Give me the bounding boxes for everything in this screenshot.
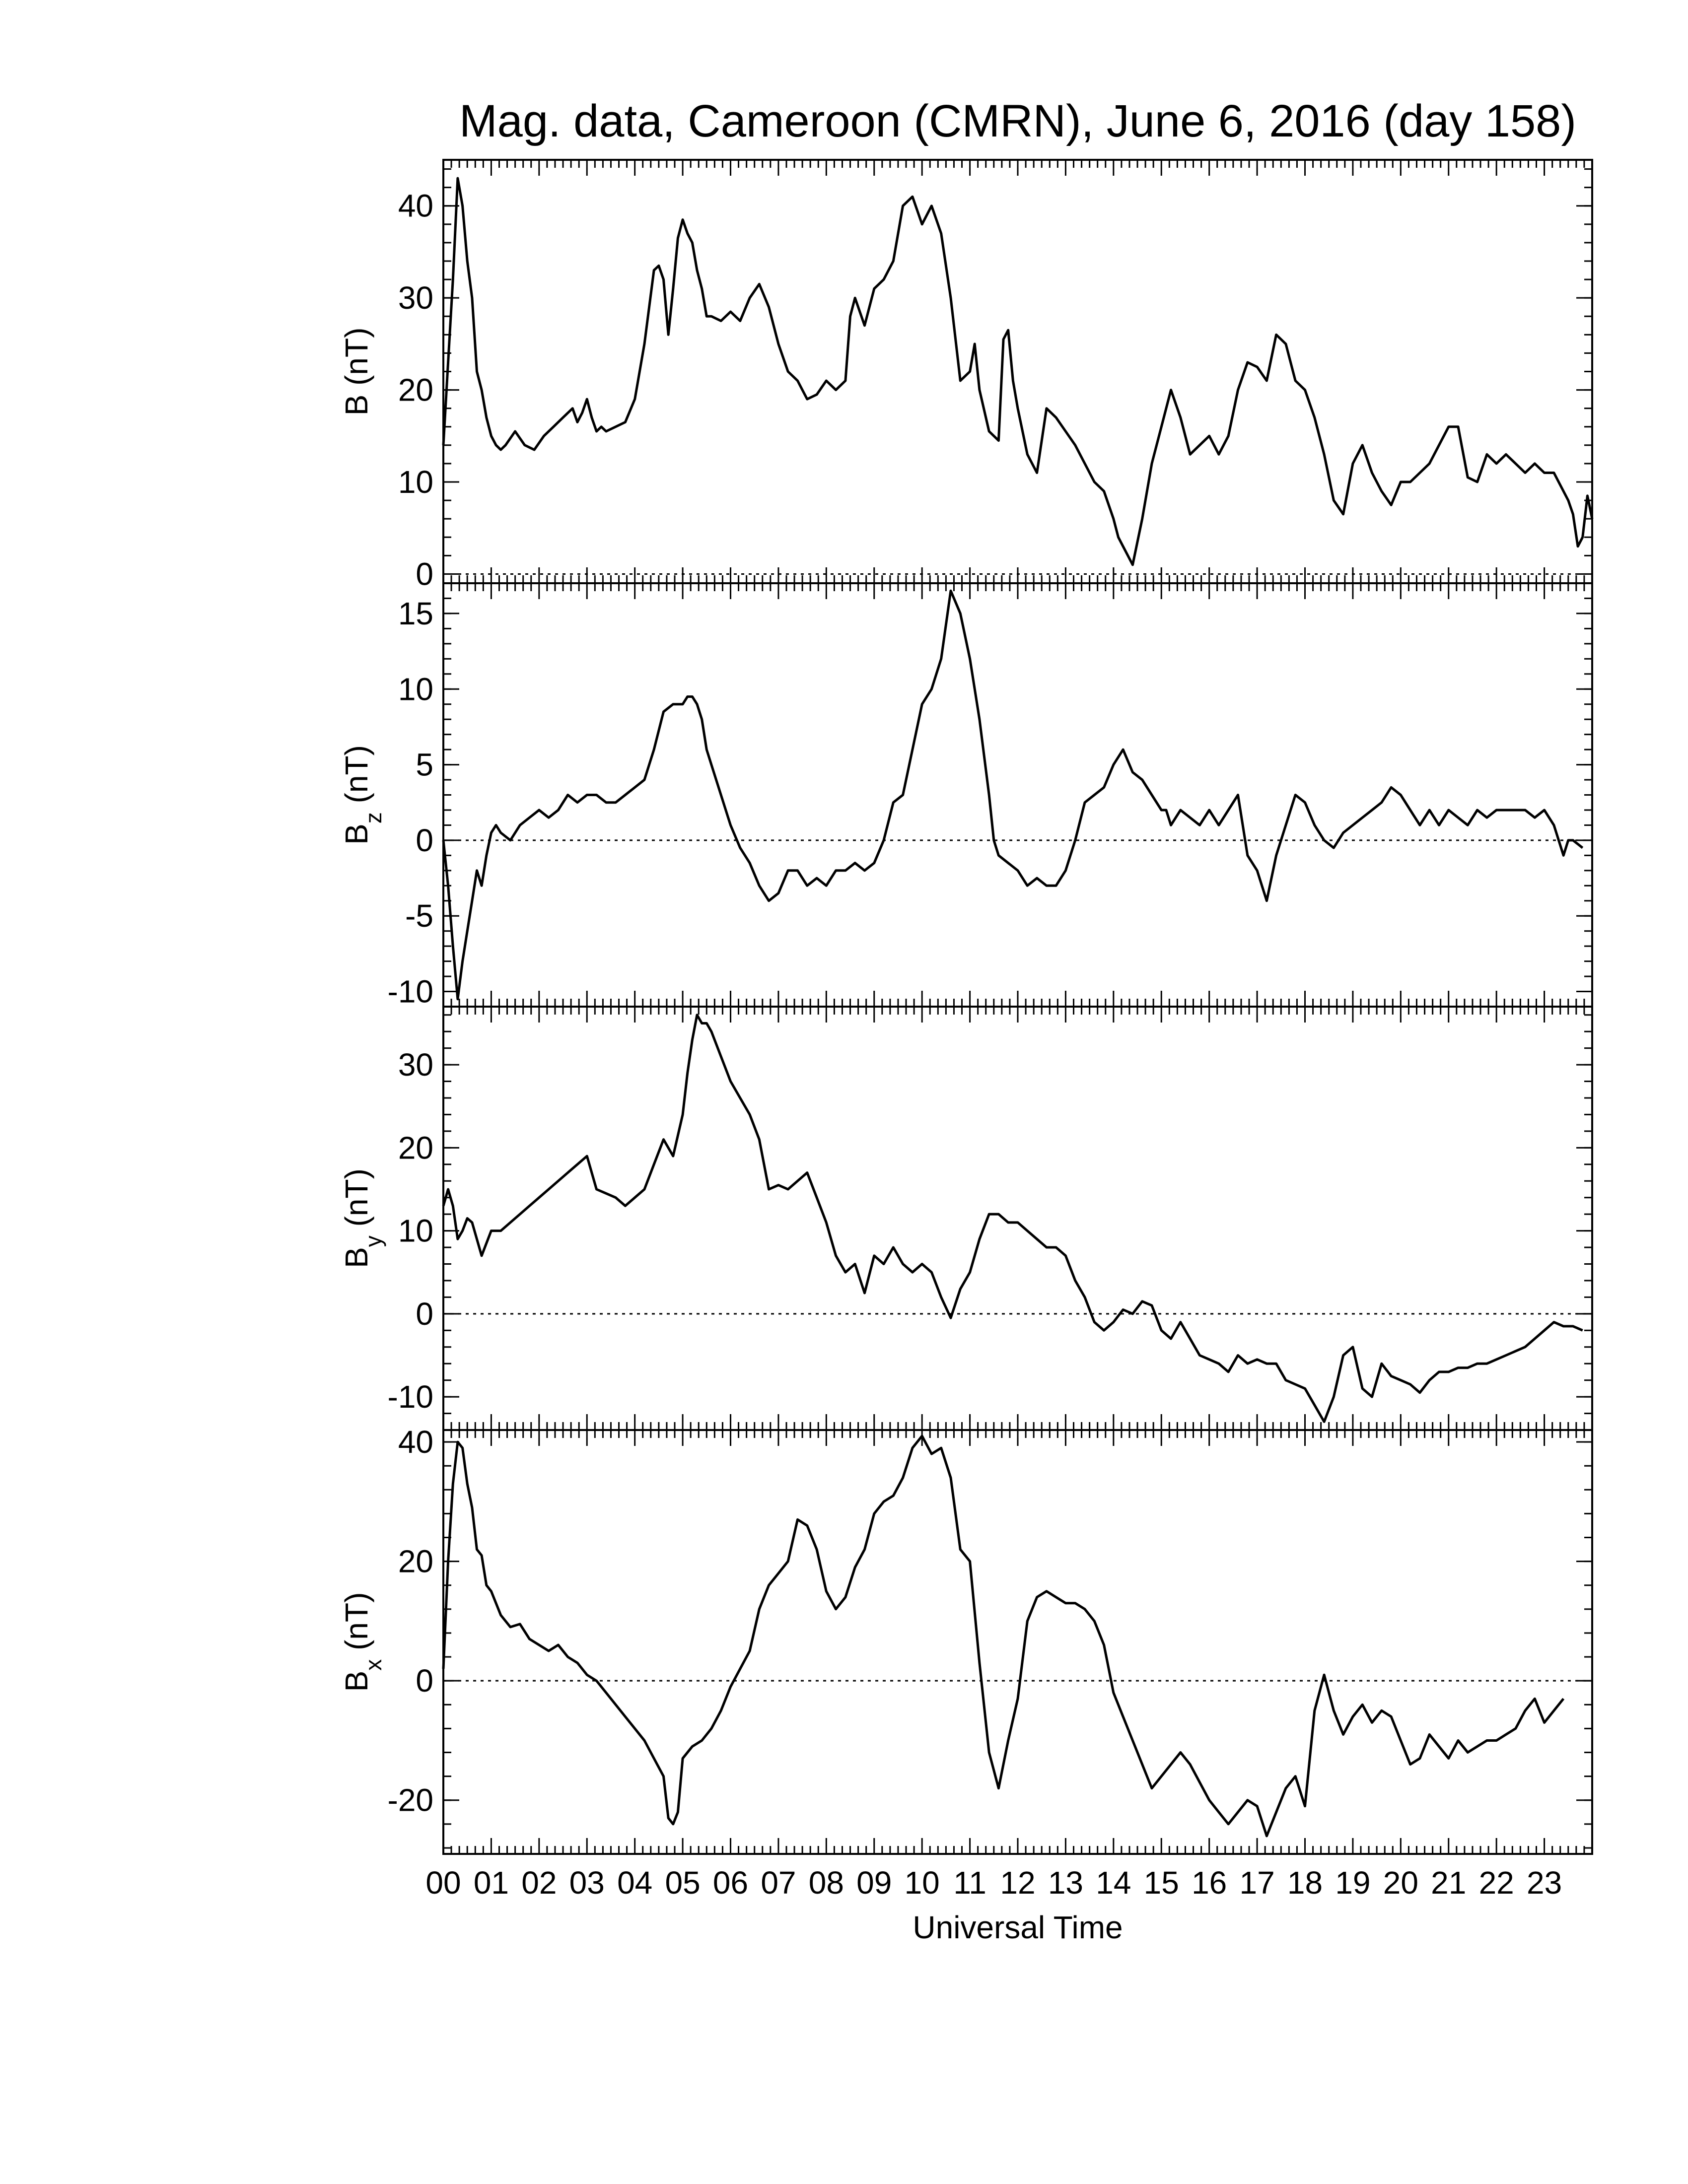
panels-group: 0 10 20 30 40 B (nT) -10 -5 0 5 10 15 Bz (nT) -10 0 10 2… <box>339 159 1594 1855</box>
y-tick-label-B: 20 <box>398 372 433 408</box>
y-tick-label-Bx: -20 <box>388 1782 434 1818</box>
y-tick-label-Bz: 0 <box>416 822 433 858</box>
x-tick-label: 20 <box>1383 1865 1418 1901</box>
y-tick-label-Bz: 5 <box>416 747 433 783</box>
y-tick-label-Bz: 10 <box>398 671 433 707</box>
y-axis-label-By: By (nT) <box>339 1168 386 1268</box>
plot-frame-Bx <box>442 1429 1593 1855</box>
y-axis-label-subscript: z <box>360 812 386 823</box>
x-tick-label: 09 <box>856 1865 892 1901</box>
y-axis-label-symbol: B <box>339 823 374 845</box>
x-axis: 00 01 02 03 04 05 06 07 08 09 10 11 12 13 14 15 16 17 18 19… <box>425 1865 1562 1901</box>
x-tick-label: 01 <box>474 1865 509 1901</box>
x-tick-label: 06 <box>713 1865 748 1901</box>
panel-By: -10 0 10 20 30 By (nT) <box>339 1006 1593 1431</box>
x-tick-label: 10 <box>905 1865 940 1901</box>
x-tick-label: 23 <box>1527 1865 1562 1901</box>
panel-Bx: -20 0 20 40 Bx (nT) <box>339 1424 1593 1855</box>
plot-frame-By <box>442 1006 1593 1431</box>
x-tick-label: 05 <box>665 1865 700 1901</box>
series-line-B <box>442 177 1594 566</box>
x-tick-label: 02 <box>521 1865 557 1901</box>
x-tick-label: 19 <box>1335 1865 1370 1901</box>
y-tick-label-Bx: 20 <box>398 1544 433 1579</box>
y-axis-label-subscript: x <box>360 1659 386 1671</box>
x-tick-label: 04 <box>617 1865 652 1901</box>
y-tick-label-By: 20 <box>398 1130 433 1165</box>
series-line-Bx <box>442 1434 1565 1838</box>
y-tick-label-Bz: -5 <box>405 898 433 934</box>
y-axis-label-symbol: B <box>339 1247 374 1268</box>
y-axis-label-B: B (nT) <box>339 328 374 416</box>
plot-frame-Bz <box>442 582 1593 1008</box>
y-tick-label-By: -10 <box>388 1379 434 1415</box>
x-tick-label: 07 <box>761 1865 796 1901</box>
y-tick-label-B: 30 <box>398 280 433 316</box>
y-tick-label-By: 30 <box>398 1047 433 1083</box>
x-tick-label: 03 <box>569 1865 605 1901</box>
x-tick-label: 17 <box>1239 1865 1274 1901</box>
y-axis-label-Bz: Bz (nT) <box>339 745 386 845</box>
series-line-By <box>442 1014 1583 1423</box>
series-line-Bz <box>442 589 1584 1001</box>
x-tick-label: 12 <box>1000 1865 1035 1901</box>
y-tick-label-Bz: 15 <box>398 596 433 631</box>
y-tick-label-B: 10 <box>398 464 433 500</box>
x-tick-label: 21 <box>1431 1865 1466 1901</box>
y-tick-label-Bx: 0 <box>416 1663 433 1699</box>
x-tick-label: 16 <box>1192 1865 1227 1901</box>
y-axis-label-unit: (nT) <box>339 1168 374 1235</box>
y-axis-label-unit: (nT) <box>339 1592 374 1659</box>
y-axis-label-Bx: Bx (nT) <box>339 1592 386 1692</box>
y-tick-label-Bz: -10 <box>388 974 434 1010</box>
x-axis-label: Universal Time <box>913 1910 1123 1945</box>
plot-frame-B <box>442 159 1593 584</box>
y-tick-label-Bx: 40 <box>398 1424 433 1460</box>
y-axis-label-unit: (nT) <box>339 745 374 812</box>
x-tick-label: 00 <box>425 1865 461 1901</box>
x-tick-label: 08 <box>809 1865 844 1901</box>
x-tick-label: 22 <box>1479 1865 1514 1901</box>
chart-title: Mag. data, Cameroon (CMRN), June 6, 2016… <box>459 96 1576 146</box>
x-tick-label: 18 <box>1287 1865 1323 1901</box>
y-tick-label-By: 10 <box>398 1213 433 1249</box>
panel-Bz: -10 -5 0 5 10 15 Bz (nT) <box>339 582 1593 1010</box>
x-tick-label: 14 <box>1096 1865 1131 1901</box>
y-axis-label-subscript: y <box>360 1235 386 1247</box>
y-tick-label-By: 0 <box>416 1296 433 1332</box>
y-axis-label-symbol: B <box>339 395 374 416</box>
x-tick-label: 15 <box>1144 1865 1179 1901</box>
panel-B: 0 10 20 30 40 B (nT) <box>339 159 1594 592</box>
y-tick-label-B: 40 <box>398 188 433 224</box>
y-tick-label-B: 0 <box>416 556 433 592</box>
x-tick-label: 13 <box>1048 1865 1083 1901</box>
y-axis-label-unit: (nT) <box>339 328 374 395</box>
x-tick-label: 11 <box>953 1865 986 1901</box>
y-axis-label-symbol: B <box>339 1671 374 1692</box>
